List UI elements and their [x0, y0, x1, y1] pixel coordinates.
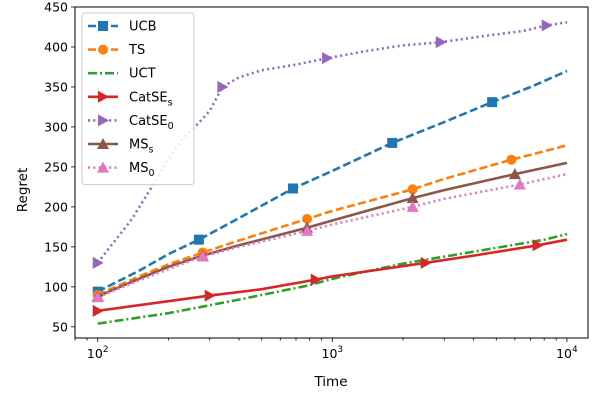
- y-tick-label: 250: [44, 159, 68, 174]
- plot-area: [91, 19, 568, 325]
- legend-item-CatSE0: CatSE0: [88, 114, 174, 132]
- series-CatSE0: [92, 19, 568, 269]
- series-line-CatSEs: [97, 238, 568, 313]
- legend: UCB TS UCT CatSEs CatSE0 MSs MS0: [81, 12, 195, 186]
- data-point-CatSE0-4: [541, 19, 553, 32]
- data-point-MS0-3: [406, 200, 419, 212]
- legend-item-MS0: MS0: [88, 161, 155, 179]
- data-point-TS-3: [407, 184, 418, 195]
- data-point-TS-4: [506, 154, 517, 165]
- data-point-MSs-4: [508, 168, 521, 180]
- legend-label: UCT: [129, 67, 156, 82]
- series-line-UCT: [97, 232, 568, 325]
- data-point-UCB-3: [387, 137, 398, 148]
- legend-item-TS: TS: [88, 43, 145, 58]
- plot-frame: [74, 6, 589, 339]
- y-axis-label: Regret: [15, 168, 31, 213]
- y-axis: 50 100 150 200 250 300 350 400 450: [44, 0, 75, 334]
- data-point-CatSEs-3: [420, 256, 432, 269]
- legend-marker: [97, 138, 109, 149]
- data-point-CatSE0-1: [217, 80, 229, 93]
- series-CatSEs: [92, 238, 568, 317]
- data-point-CatSEs-1: [204, 289, 216, 302]
- legend-box: [81, 12, 195, 186]
- series-UCT: [97, 232, 568, 325]
- data-point-CatSEs-0: [92, 304, 104, 317]
- y-tick-label: 50: [52, 319, 68, 334]
- legend-marker: [98, 114, 109, 127]
- legend-label: UCB: [129, 20, 157, 35]
- y-tick-label: 150: [44, 239, 68, 254]
- series-line-MS0: [97, 172, 568, 299]
- x-tick-label: 104: [556, 345, 578, 361]
- y-tick-label: 300: [44, 119, 68, 134]
- data-point-TS-2: [302, 213, 313, 224]
- data-point-UCB-4: [487, 97, 498, 108]
- x-axis-label: Time: [313, 374, 347, 390]
- y-tick-label: 450: [44, 0, 68, 15]
- data-point-CatSE0-0: [92, 256, 104, 269]
- legend-label: CatSEs: [129, 90, 173, 108]
- x-tick-label: 103: [322, 345, 344, 361]
- legend-item-CatSEs: CatSEs: [88, 90, 173, 108]
- legend-label: MSs: [129, 138, 153, 156]
- data-point-UCB-1: [193, 234, 204, 245]
- data-point-CatSEs-2: [310, 273, 322, 286]
- data-point-UCB-2: [288, 183, 299, 194]
- data-point-CatSE0-3: [435, 36, 447, 49]
- legend-marker: [98, 44, 108, 55]
- legend-label: TS: [128, 43, 145, 58]
- data-point-CatSEs-4: [532, 239, 544, 252]
- series-line-UCB: [97, 69, 568, 293]
- data-point-MS0-1: [196, 250, 209, 262]
- legend-marker: [98, 90, 109, 103]
- x-tick-label: 102: [87, 345, 109, 361]
- y-tick-label: 400: [44, 39, 68, 54]
- legend-item-UCB: UCB: [88, 20, 157, 35]
- legend-marker: [97, 161, 109, 173]
- legend-item-MSs: MSs: [88, 138, 153, 156]
- legend-label: MS0: [129, 161, 155, 179]
- data-point-MS0-4: [513, 178, 526, 190]
- legend-label: CatSE0: [129, 114, 174, 132]
- legend-item-UCT: UCT: [88, 67, 156, 82]
- data-point-MS0-2: [301, 224, 314, 236]
- data-point-MS0-0: [91, 291, 104, 303]
- data-point-CatSE0-2: [322, 52, 334, 65]
- x-axis: 102 103 104: [74, 338, 578, 361]
- legend-marker: [98, 21, 108, 31]
- y-tick-label: 200: [44, 199, 68, 214]
- data-point-MSs-3: [406, 192, 419, 204]
- y-tick-label: 350: [44, 79, 68, 94]
- series-MS0: [91, 172, 568, 303]
- y-tick-label: 100: [44, 279, 68, 294]
